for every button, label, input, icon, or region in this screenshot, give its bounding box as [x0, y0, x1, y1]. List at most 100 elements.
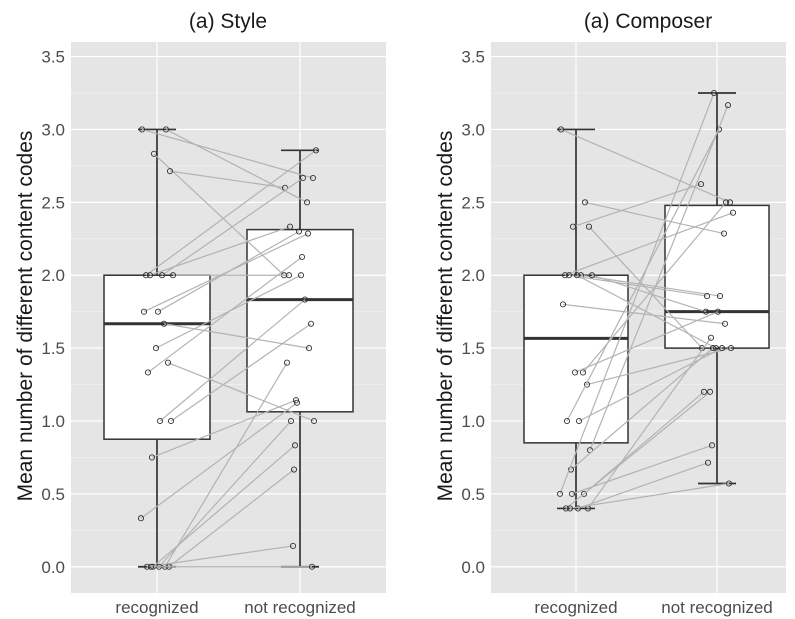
iqr-box [103, 274, 211, 440]
data-point [725, 480, 733, 487]
box-recognized [103, 128, 211, 568]
data-point [164, 359, 172, 366]
data-point [706, 388, 714, 395]
data-point [291, 442, 299, 449]
data-point [580, 490, 588, 497]
pair-line [158, 420, 292, 568]
iqr-box [246, 228, 354, 413]
data-point [166, 168, 174, 175]
y-tick-label: 0.0 [461, 558, 485, 577]
data-point [293, 399, 301, 406]
x-tick-label: recognized [534, 598, 617, 617]
data-point [305, 345, 313, 352]
data-point [724, 102, 732, 109]
data-point [287, 417, 295, 425]
data-point [581, 199, 589, 206]
data-point [562, 505, 570, 512]
pair-line [170, 323, 312, 422]
pair-line [146, 545, 294, 568]
data-point [150, 150, 158, 157]
data-point [559, 301, 567, 308]
data-point [697, 181, 705, 188]
data-point [299, 174, 307, 182]
paired-observations [137, 126, 320, 570]
panel-title: (a) Style [189, 10, 267, 33]
pair-line [559, 92, 715, 495]
data-point [158, 272, 166, 279]
data-point [289, 542, 297, 549]
y-tick-label: 2.0 [461, 266, 485, 285]
data-point [720, 230, 728, 237]
data-point [290, 466, 298, 473]
pair-line [569, 482, 730, 510]
y-tick-label: 3.0 [461, 120, 485, 139]
y-tick-label: 1.5 [41, 339, 65, 358]
data-point [156, 417, 164, 425]
data-point [301, 296, 309, 303]
data-point [285, 272, 293, 279]
data-point [727, 345, 735, 352]
data-point [152, 345, 160, 352]
data-point [144, 369, 152, 376]
pair-line [577, 462, 709, 510]
data-point [308, 563, 316, 570]
pair-line [141, 128, 314, 179]
box-recognized [523, 128, 629, 510]
data-point [722, 199, 730, 206]
data-point [585, 223, 593, 230]
y-tick-label: 0.0 [41, 558, 65, 577]
y-tick-label: 3.5 [461, 48, 485, 67]
data-point [556, 490, 564, 497]
pair-line [574, 311, 719, 374]
data-point [573, 272, 581, 279]
y-tick-label: 2.5 [461, 193, 485, 212]
x-tick-label: not recognized [661, 598, 773, 617]
y-tick-label: 3.5 [41, 48, 65, 67]
plot-area [491, 42, 786, 593]
box-not-recognized [664, 92, 770, 485]
pair-line [167, 362, 315, 422]
pair-line [560, 128, 731, 203]
pair-line [572, 183, 702, 228]
data-point [309, 174, 317, 182]
pair-line [143, 232, 309, 313]
data-point [716, 293, 724, 300]
data-point [167, 417, 175, 425]
panel-style: (a) Style Mean number of different conte… [14, 10, 386, 617]
pair-line [161, 177, 304, 276]
pair-line [584, 201, 725, 235]
data-point [574, 505, 582, 512]
y-tick-label: 2.0 [41, 266, 65, 285]
data-point [162, 126, 170, 133]
pair-line [149, 226, 291, 276]
pair-line [147, 256, 303, 373]
data-point [297, 272, 305, 279]
pair-line [163, 323, 310, 349]
data-point [138, 126, 146, 133]
panel-title: (a) Composer [584, 10, 712, 33]
pair-line [164, 362, 288, 568]
data-point [143, 563, 151, 570]
pair-line [586, 347, 732, 386]
data-point [721, 320, 729, 327]
data-point [160, 320, 168, 327]
data-point [286, 223, 294, 230]
data-point [303, 199, 311, 206]
data-point [702, 308, 710, 315]
pair-line [583, 391, 705, 495]
y-axis-label: Mean number of different content codes [14, 131, 37, 502]
panel-composer: (a) Composer Mean number of different co… [434, 10, 786, 617]
data-point [565, 272, 573, 279]
data-point [298, 253, 306, 261]
data-point [714, 308, 722, 315]
data-point [708, 442, 716, 449]
x-tick-label: recognized [115, 598, 198, 617]
data-point [563, 417, 571, 425]
data-point [557, 126, 565, 133]
iqr-box [523, 274, 629, 444]
pair-line [159, 299, 306, 422]
data-point [588, 272, 596, 279]
y-tick-label: 0.5 [41, 485, 65, 504]
y-tick-label: 1.0 [41, 412, 65, 431]
data-point [292, 397, 300, 404]
